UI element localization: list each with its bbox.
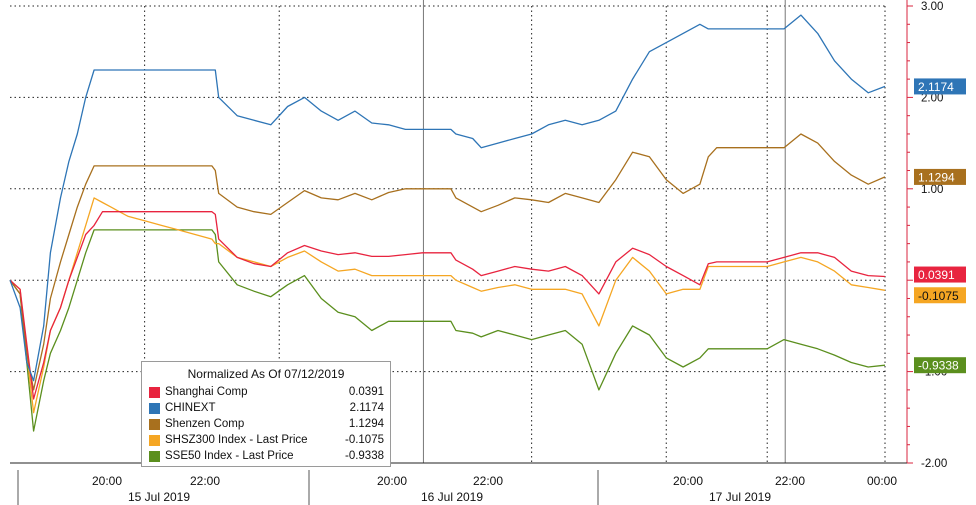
y-tick-label: -2.00 [921, 458, 947, 470]
last-value-tag [914, 78, 966, 95]
last-value-tag [914, 287, 966, 304]
legend-item: Shenzen Comp 1.1294 [149, 416, 384, 432]
last-value-tag [914, 168, 966, 185]
legend-series-value: -0.9338 [344, 450, 384, 462]
x-tick-label: 20:00 [92, 474, 122, 488]
legend-series-name: Shenzen Comp [165, 418, 245, 430]
x-day-label: 15 Jul 2019 [128, 490, 190, 504]
legend-series-name: SHSZ300 Index - Last Price [165, 434, 308, 446]
y-tick-label: 3.00 [921, 1, 943, 13]
x-tick-label: 22:00 [775, 474, 805, 488]
legend-series-value: 2.1174 [349, 402, 384, 414]
legend-item: Shanghai Comp 0.0391 [149, 384, 384, 400]
legend-item: SHSZ300 Index - Last Price -0.1075 [149, 432, 384, 448]
legend-item: SSE50 Index - Last Price -0.9338 [149, 448, 384, 464]
series-line-chinext [9, 14, 886, 382]
last-value-label: 0.0391 [918, 268, 955, 282]
series-line-shenzen-comp [9, 133, 886, 391]
x-tick-label: 20:00 [673, 474, 703, 488]
last-value-label: 2.1174 [918, 80, 954, 94]
last-value-tag [914, 357, 966, 374]
x-tick-label: 22:00 [190, 474, 220, 488]
x-day-label: 17 Jul 2019 [709, 490, 771, 504]
legend-series-value: -0.1075 [344, 434, 384, 446]
legend-series-name: SSE50 Index - Last Price [165, 450, 294, 462]
legend-series-value: 0.0391 [348, 386, 384, 398]
y-tick-label: 1.00 [921, 184, 943, 196]
series-line-shanghai-comp [9, 211, 886, 400]
legend-swatch [149, 450, 160, 462]
last-value-label: -0.9338 [918, 359, 959, 373]
x-tick-label: 20:00 [377, 474, 407, 488]
x-day-label: 16 Jul 2019 [421, 490, 483, 504]
y-tick-label: 2.00 [921, 92, 943, 104]
legend-swatch [149, 386, 160, 398]
legend-title: Normalized As Of 07/12/2019 [187, 367, 345, 381]
legend-series-name: Shanghai Comp [165, 386, 248, 398]
last-value-label: 1.1294 [918, 170, 955, 184]
legend-item: CHINEXT 2.1174 [149, 400, 384, 416]
x-tick-label: 22:00 [473, 474, 503, 488]
legend-series-value: 1.1294 [348, 418, 384, 430]
chart-legend: Normalized As Of 07/12/2019 Shanghai Com… [141, 361, 391, 467]
legend-series-name: CHINEXT [165, 402, 216, 414]
last-value-label: -0.1075 [918, 289, 959, 303]
x-tick-label: 00:00 [867, 474, 897, 488]
legend-swatch [149, 434, 160, 446]
legend-swatch [149, 402, 160, 414]
legend-swatch [149, 418, 160, 430]
series-line-shsz300-index-last-price [9, 197, 886, 414]
series-line-sse50-index-last-price [9, 229, 886, 432]
last-value-tag [914, 266, 966, 283]
